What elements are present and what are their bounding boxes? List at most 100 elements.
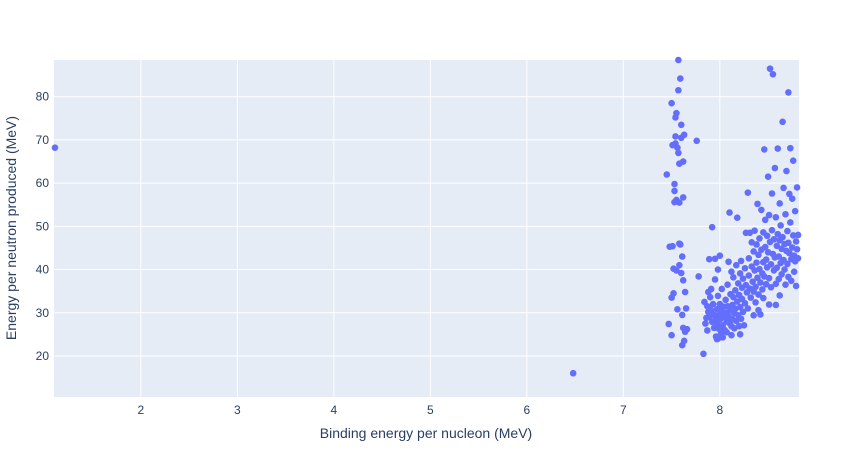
x-tick-label: 3 bbox=[234, 403, 241, 417]
data-point bbox=[786, 249, 793, 257]
data-point bbox=[736, 303, 744, 311]
data-point bbox=[671, 187, 678, 195]
data-point bbox=[778, 270, 785, 278]
data-point bbox=[676, 261, 683, 269]
data-point bbox=[747, 294, 755, 301]
data-point bbox=[728, 268, 735, 276]
y-axis-title: Energy per neutron produced (MeV) bbox=[3, 116, 19, 340]
data-point bbox=[763, 232, 771, 240]
data-point bbox=[781, 266, 788, 273]
data-point bbox=[783, 167, 790, 175]
data-point bbox=[707, 285, 715, 293]
data-point bbox=[700, 350, 707, 358]
data-point bbox=[776, 292, 783, 299]
data-point bbox=[793, 245, 801, 253]
data-point bbox=[768, 226, 776, 234]
data-point bbox=[681, 288, 689, 296]
data-point bbox=[787, 219, 794, 226]
data-point bbox=[668, 99, 675, 107]
data-point bbox=[714, 292, 722, 300]
data-point bbox=[794, 255, 802, 262]
data-point bbox=[674, 305, 681, 313]
data-point bbox=[782, 281, 789, 288]
data-point bbox=[753, 259, 760, 266]
y-tick-label: 60 bbox=[36, 176, 50, 190]
data-point bbox=[749, 278, 756, 285]
data-point bbox=[693, 137, 701, 145]
data-point bbox=[782, 210, 789, 218]
data-point bbox=[51, 144, 59, 152]
data-point bbox=[790, 268, 798, 276]
data-point bbox=[762, 256, 770, 263]
data-point bbox=[677, 121, 685, 129]
data-point bbox=[792, 238, 800, 245]
data-point bbox=[665, 320, 673, 328]
data-point bbox=[766, 65, 774, 72]
data-point bbox=[736, 270, 744, 277]
data-point bbox=[785, 273, 792, 281]
data-point bbox=[683, 325, 691, 333]
data-point bbox=[762, 280, 770, 288]
data-point bbox=[724, 281, 731, 288]
data-point bbox=[755, 291, 762, 298]
data-point bbox=[772, 301, 780, 309]
data-point bbox=[675, 86, 682, 94]
data-point bbox=[676, 199, 683, 206]
data-point bbox=[755, 251, 762, 259]
data-point bbox=[754, 274, 761, 282]
y-tick-label: 80 bbox=[36, 90, 50, 104]
data-point bbox=[569, 369, 577, 377]
data-point bbox=[704, 327, 711, 334]
data-point bbox=[668, 331, 675, 339]
data-point bbox=[737, 257, 745, 265]
data-point bbox=[719, 334, 727, 341]
data-point bbox=[675, 149, 682, 157]
data-point bbox=[713, 335, 721, 343]
data-point bbox=[728, 331, 735, 339]
data-point bbox=[768, 190, 776, 197]
data-point bbox=[708, 223, 716, 231]
y-tick-label: 70 bbox=[36, 133, 50, 147]
data-point bbox=[785, 239, 792, 247]
data-point bbox=[770, 236, 778, 243]
data-point bbox=[745, 272, 753, 279]
data-point bbox=[679, 277, 687, 284]
y-tick-label: 40 bbox=[36, 263, 50, 277]
data-point bbox=[705, 255, 713, 263]
data-point bbox=[673, 267, 680, 274]
y-tick-label: 20 bbox=[36, 349, 50, 363]
data-point bbox=[744, 189, 752, 196]
data-point bbox=[663, 171, 671, 178]
data-point bbox=[761, 216, 769, 224]
data-point bbox=[757, 279, 764, 286]
data-point bbox=[776, 200, 783, 207]
data-point bbox=[772, 213, 780, 221]
data-point bbox=[794, 231, 802, 239]
data-point bbox=[741, 264, 749, 272]
data-point bbox=[791, 207, 799, 215]
x-tick-label: 6 bbox=[524, 403, 531, 417]
data-point bbox=[741, 299, 749, 307]
data-point bbox=[711, 276, 719, 283]
data-point bbox=[784, 227, 791, 235]
x-tick-labels: 2 3 4 5 6 7 8 bbox=[138, 403, 724, 417]
data-point bbox=[680, 337, 688, 345]
data-point bbox=[677, 75, 684, 82]
x-tick-label: 7 bbox=[620, 403, 627, 417]
data-point bbox=[788, 195, 796, 202]
x-tick-label: 5 bbox=[427, 403, 434, 417]
data-point bbox=[739, 308, 747, 316]
data-point bbox=[673, 109, 680, 117]
data-point bbox=[734, 280, 742, 287]
x-tick-label: 8 bbox=[717, 403, 724, 417]
data-point bbox=[750, 312, 757, 319]
data-point bbox=[740, 321, 748, 329]
data-point bbox=[679, 194, 687, 201]
data-point bbox=[774, 145, 782, 152]
data-point bbox=[709, 300, 717, 308]
data-point bbox=[670, 290, 677, 297]
data-point bbox=[671, 180, 678, 188]
data-point bbox=[726, 209, 733, 216]
data-point bbox=[730, 274, 737, 281]
data-point bbox=[678, 253, 686, 260]
